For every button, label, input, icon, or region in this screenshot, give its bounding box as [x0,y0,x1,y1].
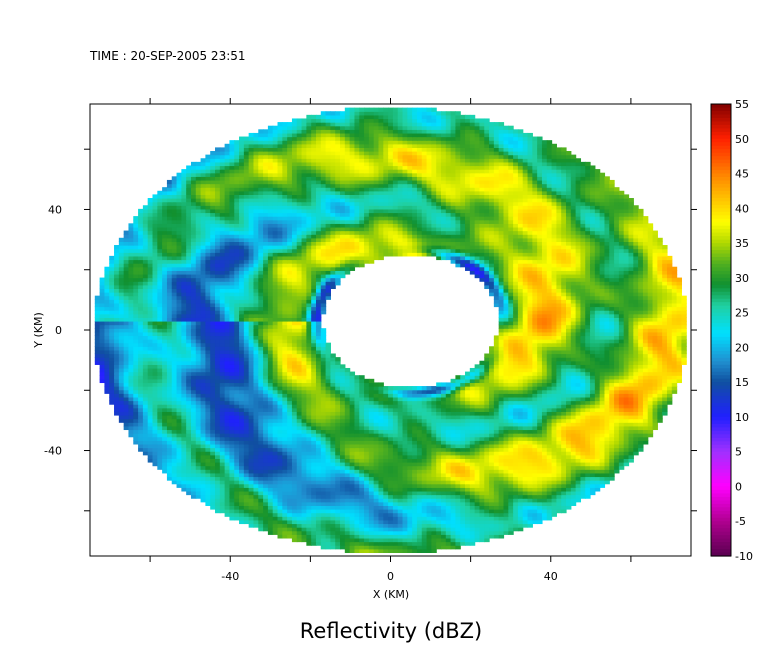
colorbar-label: 55 [735,98,749,111]
colorbar-label: 25 [735,307,749,320]
plot-area [84,98,697,562]
y-tick-labels: 40 0 -40 [44,203,62,457]
y-axis-label: Y (KM) [32,312,45,349]
colorbar-label: 50 [735,133,749,146]
y-tick-label: -40 [44,445,62,458]
reflectivity-field [94,107,687,553]
colorbar-label: -5 [735,515,746,528]
colorbar-label: 45 [735,168,749,181]
chart-title: TIME : 20-SEP-2005 23:51 [89,49,246,63]
colorbar-label: 40 [735,202,749,215]
x-tick-label: 0 [387,570,394,583]
y-tick-label: 0 [55,324,62,337]
colorbar-label: 30 [735,272,749,285]
x-tick-label: 40 [544,570,558,583]
colorbar-label: 20 [735,341,749,354]
x-tick-labels: -40 0 40 [221,570,558,583]
colorbar-label: 5 [735,446,742,459]
chart-caption: Reflectivity (dBZ) [300,619,482,643]
colorbar-label: 15 [735,376,749,389]
x-axis-label: X (KM) [373,588,409,601]
axis-ticks [84,98,697,562]
colorbar-label: 0 [735,480,742,493]
y-tick-label: 40 [48,203,62,216]
colorbar-label: -10 [735,550,753,563]
colorbar-frame [710,103,732,557]
colorbar-label: 10 [735,411,749,424]
x-tick-label: -40 [221,570,239,583]
colorbar-label: 35 [735,237,749,250]
colorbar-cells [711,104,731,557]
